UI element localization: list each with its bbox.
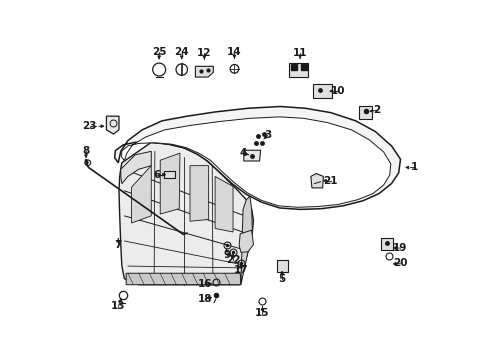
Text: 13: 13 bbox=[111, 301, 125, 311]
Polygon shape bbox=[239, 230, 253, 252]
Text: 19: 19 bbox=[392, 243, 407, 253]
Polygon shape bbox=[190, 166, 208, 221]
Text: 14: 14 bbox=[227, 46, 241, 57]
Text: 3: 3 bbox=[264, 130, 271, 140]
Polygon shape bbox=[160, 153, 180, 214]
Text: 5: 5 bbox=[278, 274, 285, 284]
Text: 11: 11 bbox=[292, 48, 306, 58]
Polygon shape bbox=[312, 84, 331, 98]
Text: 20: 20 bbox=[392, 258, 407, 268]
Polygon shape bbox=[126, 273, 241, 285]
Polygon shape bbox=[380, 238, 392, 250]
Polygon shape bbox=[215, 176, 233, 232]
Polygon shape bbox=[359, 106, 371, 119]
Polygon shape bbox=[163, 171, 175, 178]
Text: 7: 7 bbox=[114, 239, 122, 249]
Polygon shape bbox=[115, 107, 400, 210]
Polygon shape bbox=[244, 150, 260, 161]
Text: 21: 21 bbox=[323, 176, 337, 186]
Text: 17: 17 bbox=[233, 265, 248, 275]
Polygon shape bbox=[241, 196, 252, 285]
Text: 8: 8 bbox=[82, 146, 89, 156]
Polygon shape bbox=[131, 166, 151, 223]
Text: 16: 16 bbox=[198, 279, 212, 289]
Text: 24: 24 bbox=[174, 46, 189, 57]
Polygon shape bbox=[276, 260, 287, 272]
Text: 15: 15 bbox=[255, 308, 269, 318]
Text: 23: 23 bbox=[82, 121, 97, 131]
Polygon shape bbox=[121, 117, 390, 207]
Text: 2: 2 bbox=[373, 105, 380, 115]
Text: 22: 22 bbox=[225, 255, 240, 265]
Polygon shape bbox=[119, 142, 253, 285]
Polygon shape bbox=[310, 174, 323, 188]
Text: 25: 25 bbox=[152, 46, 166, 57]
Polygon shape bbox=[106, 116, 119, 134]
Text: 6: 6 bbox=[153, 170, 160, 180]
Text: 9: 9 bbox=[223, 250, 230, 260]
Text: 4: 4 bbox=[239, 148, 246, 158]
Text: 1: 1 bbox=[410, 162, 418, 172]
Text: 18: 18 bbox=[198, 294, 212, 304]
Polygon shape bbox=[121, 151, 151, 184]
Text: 10: 10 bbox=[330, 86, 344, 96]
Text: 12: 12 bbox=[197, 48, 211, 58]
Polygon shape bbox=[195, 66, 213, 77]
Polygon shape bbox=[289, 63, 307, 77]
